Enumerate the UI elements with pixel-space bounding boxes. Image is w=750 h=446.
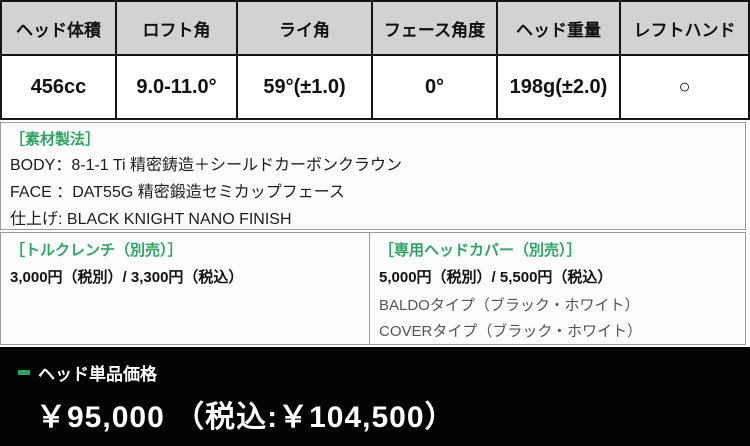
head-cover-price: 5,000円（税別）/ 5,500円（税込） bbox=[379, 269, 613, 286]
head-cover-option-cover: COVERタイプ（ブラック・ホワイト） bbox=[379, 323, 643, 340]
material-section: ［素材製法］ BODY：8-1-1 Ti 精密鋳造＋シールドカーボンクラウン F… bbox=[0, 122, 746, 230]
price-footer-label-row: ヘッド単品価格 bbox=[18, 360, 750, 385]
head-price-label: ヘッド単品価格 bbox=[38, 365, 157, 384]
header-cell-lie-angle: ライ角 bbox=[238, 2, 373, 54]
head-cover-section: ［専用ヘッドカバー（別売）］ 5,000円（税別）/ 5,500円（税込） BA… bbox=[370, 233, 745, 344]
material-section-title: ［素材製法］ bbox=[10, 131, 101, 148]
accessories-section: ［トルクレンチ（別売）］ 3,000円（税別）/ 3,300円（税込） ［専用ヘ… bbox=[0, 232, 746, 345]
value-cell-loft-angle: 9.0-11.0° bbox=[117, 56, 238, 118]
material-line-finish: 仕上げ: BLACK KNIGHT NANO FINISH bbox=[10, 211, 292, 228]
torque-wrench-title: ［トルクレンチ（別売）］ bbox=[10, 242, 183, 259]
material-line-body: BODY：8-1-1 Ti 精密鋳造＋シールドカーボンクラウン bbox=[10, 157, 403, 174]
head-cover-option-baldo: BALDOタイプ（ブラック・ホワイト） bbox=[379, 297, 640, 314]
green-dash-icon bbox=[18, 370, 30, 375]
torque-wrench-section: ［トルクレンチ（別売）］ 3,000円（税別）/ 3,300円（税込） bbox=[1, 233, 370, 344]
value-cell-left-hand: ○ bbox=[621, 56, 748, 118]
header-cell-face-angle: フェース角度 bbox=[373, 2, 498, 54]
price-footer: ヘッド単品価格 ￥95,000 （税込:￥104,500） bbox=[0, 347, 750, 446]
value-cell-face-angle: 0° bbox=[373, 56, 498, 118]
value-cell-head-weight: 198g(±2.0) bbox=[498, 56, 621, 118]
value-cell-lie-angle: 59°(±1.0) bbox=[238, 56, 373, 118]
spec-table: ヘッド体積 ロフト角 ライ角 フェース角度 ヘッド重量 レフトハンド 456cc… bbox=[0, 0, 750, 120]
header-cell-head-volume: ヘッド体積 bbox=[2, 2, 117, 54]
header-cell-head-weight: ヘッド重量 bbox=[498, 2, 621, 54]
header-cell-left-hand: レフトハンド bbox=[621, 2, 748, 54]
spec-value-row: 456cc 9.0-11.0° 59°(±1.0) 0° 198g(±2.0) … bbox=[2, 54, 748, 118]
material-line-face: FACE ：DAT55G 精密鍛造セミカップフェース bbox=[10, 184, 345, 201]
spec-header-row: ヘッド体積 ロフト角 ライ角 フェース角度 ヘッド重量 レフトハンド bbox=[2, 2, 748, 54]
head-price-value: ￥95,000 （税込:￥104,500） bbox=[36, 401, 456, 434]
header-cell-loft-angle: ロフト角 bbox=[117, 2, 238, 54]
value-cell-head-volume: 456cc bbox=[2, 56, 117, 118]
head-cover-title: ［専用ヘッドカバー（別売）］ bbox=[379, 242, 582, 259]
torque-wrench-price: 3,000円（税別）/ 3,300円（税込） bbox=[10, 269, 244, 286]
